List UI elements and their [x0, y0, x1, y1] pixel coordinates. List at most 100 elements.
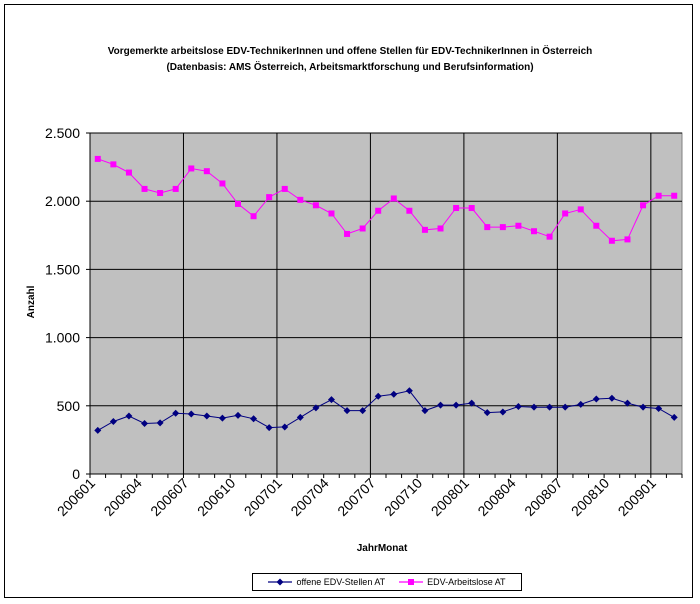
data-point	[421, 226, 428, 233]
data-point	[125, 169, 132, 176]
data-point	[157, 190, 164, 197]
series-arbeitslose	[94, 155, 678, 244]
data-point	[141, 420, 149, 428]
data-point	[187, 410, 195, 418]
x-tick-label: 200901	[615, 475, 659, 519]
x-tick-label: 200801	[428, 475, 472, 519]
data-point	[312, 404, 320, 412]
data-point	[655, 192, 662, 199]
data-point	[390, 195, 397, 202]
data-point	[110, 161, 117, 168]
data-point	[623, 399, 631, 407]
data-point	[468, 399, 476, 407]
data-point	[405, 387, 413, 395]
x-tick-label: 200810	[568, 475, 612, 519]
data-point	[546, 403, 554, 411]
data-point	[640, 202, 647, 209]
data-point	[250, 213, 257, 220]
data-point	[655, 405, 663, 413]
data-point	[312, 202, 319, 209]
data-point	[561, 403, 569, 411]
data-point	[188, 165, 195, 172]
x-tick-label: 200807	[521, 475, 565, 519]
data-point	[125, 412, 133, 420]
legend-label-stellen: offene EDV-Stellen AT	[296, 577, 386, 587]
data-point	[531, 228, 537, 235]
data-point	[328, 210, 335, 217]
x-tick-label: 200707	[334, 475, 378, 519]
chart-title: Vorgemerkte arbeitslose EDV-TechnikerInn…	[107, 46, 593, 57]
gridlines	[90, 132, 682, 475]
data-point	[562, 210, 569, 217]
data-point	[437, 225, 444, 232]
data-point	[344, 230, 351, 237]
data-point	[281, 423, 289, 431]
data-point	[343, 407, 351, 415]
data-point	[250, 415, 258, 423]
data-point	[359, 407, 367, 415]
data-point	[499, 224, 506, 231]
x-axis-label: JahrMonat	[357, 543, 408, 554]
y-axis: 0 500 1.000 1.500 2.000 2.500	[45, 125, 91, 482]
legend-swatch-arbeitslose	[399, 579, 424, 585]
data-point	[94, 155, 101, 162]
data-point	[453, 205, 460, 212]
data-point	[437, 401, 445, 409]
data-point	[515, 222, 522, 229]
data-point	[592, 395, 600, 403]
x-tick-label: 200710	[381, 475, 425, 519]
data-point	[468, 205, 475, 212]
data-point	[639, 403, 647, 411]
series-layer	[94, 155, 678, 434]
legend-item-arbeitslose: EDV-Arbeitslose AT	[399, 577, 506, 587]
y-tick-label: 1.500	[45, 261, 80, 277]
data-point	[452, 401, 460, 409]
data-point	[577, 206, 584, 213]
legend-swatch-stellen	[268, 578, 293, 586]
y-tick-label: 500	[57, 398, 81, 414]
chart-subtitle: (Datenbasis: AMS Österreich, Arbeitsmark…	[166, 62, 534, 73]
data-point	[670, 413, 678, 421]
y-tick-label: 2.000	[45, 193, 80, 209]
data-point	[203, 168, 210, 175]
data-point	[390, 390, 398, 398]
y-axis-label: Anzahl	[26, 285, 37, 318]
x-tick-label: 200604	[101, 475, 145, 519]
data-point	[297, 196, 304, 203]
data-point	[671, 192, 678, 199]
data-point	[374, 392, 382, 400]
data-point	[109, 417, 117, 425]
x-tick-label: 200610	[194, 475, 238, 519]
series-stellen	[94, 387, 678, 434]
data-point	[608, 394, 616, 402]
data-point	[375, 207, 382, 214]
data-point	[421, 407, 429, 415]
data-point	[296, 413, 304, 421]
chart-frame	[4, 4, 693, 598]
data-point	[483, 409, 491, 417]
x-tick-label: 200701	[241, 475, 285, 519]
data-point	[327, 396, 335, 404]
data-point	[94, 426, 102, 434]
legend: offene EDV-Stellen AT EDV-Arbeitslose AT	[252, 573, 522, 591]
data-point	[359, 225, 366, 232]
y-tick-label: 0	[72, 466, 80, 482]
x-tick-label: 200704	[287, 475, 331, 519]
data-point	[141, 185, 148, 192]
data-point	[514, 402, 522, 410]
data-point	[577, 400, 585, 408]
data-point	[266, 194, 273, 201]
data-point	[530, 403, 538, 411]
data-point	[593, 222, 600, 229]
x-tick-label: 200804	[474, 475, 518, 519]
x-axis: 200601 200604 200607 200610 200701 200704 2007…	[54, 473, 683, 519]
data-point	[172, 185, 179, 192]
data-point	[172, 409, 180, 417]
legend-item-stellen: offene EDV-Stellen AT	[268, 577, 385, 587]
y-tick-label: 1.000	[45, 330, 80, 346]
data-point	[499, 408, 507, 416]
data-point	[235, 200, 241, 207]
data-point	[156, 419, 164, 427]
data-point	[608, 237, 615, 244]
